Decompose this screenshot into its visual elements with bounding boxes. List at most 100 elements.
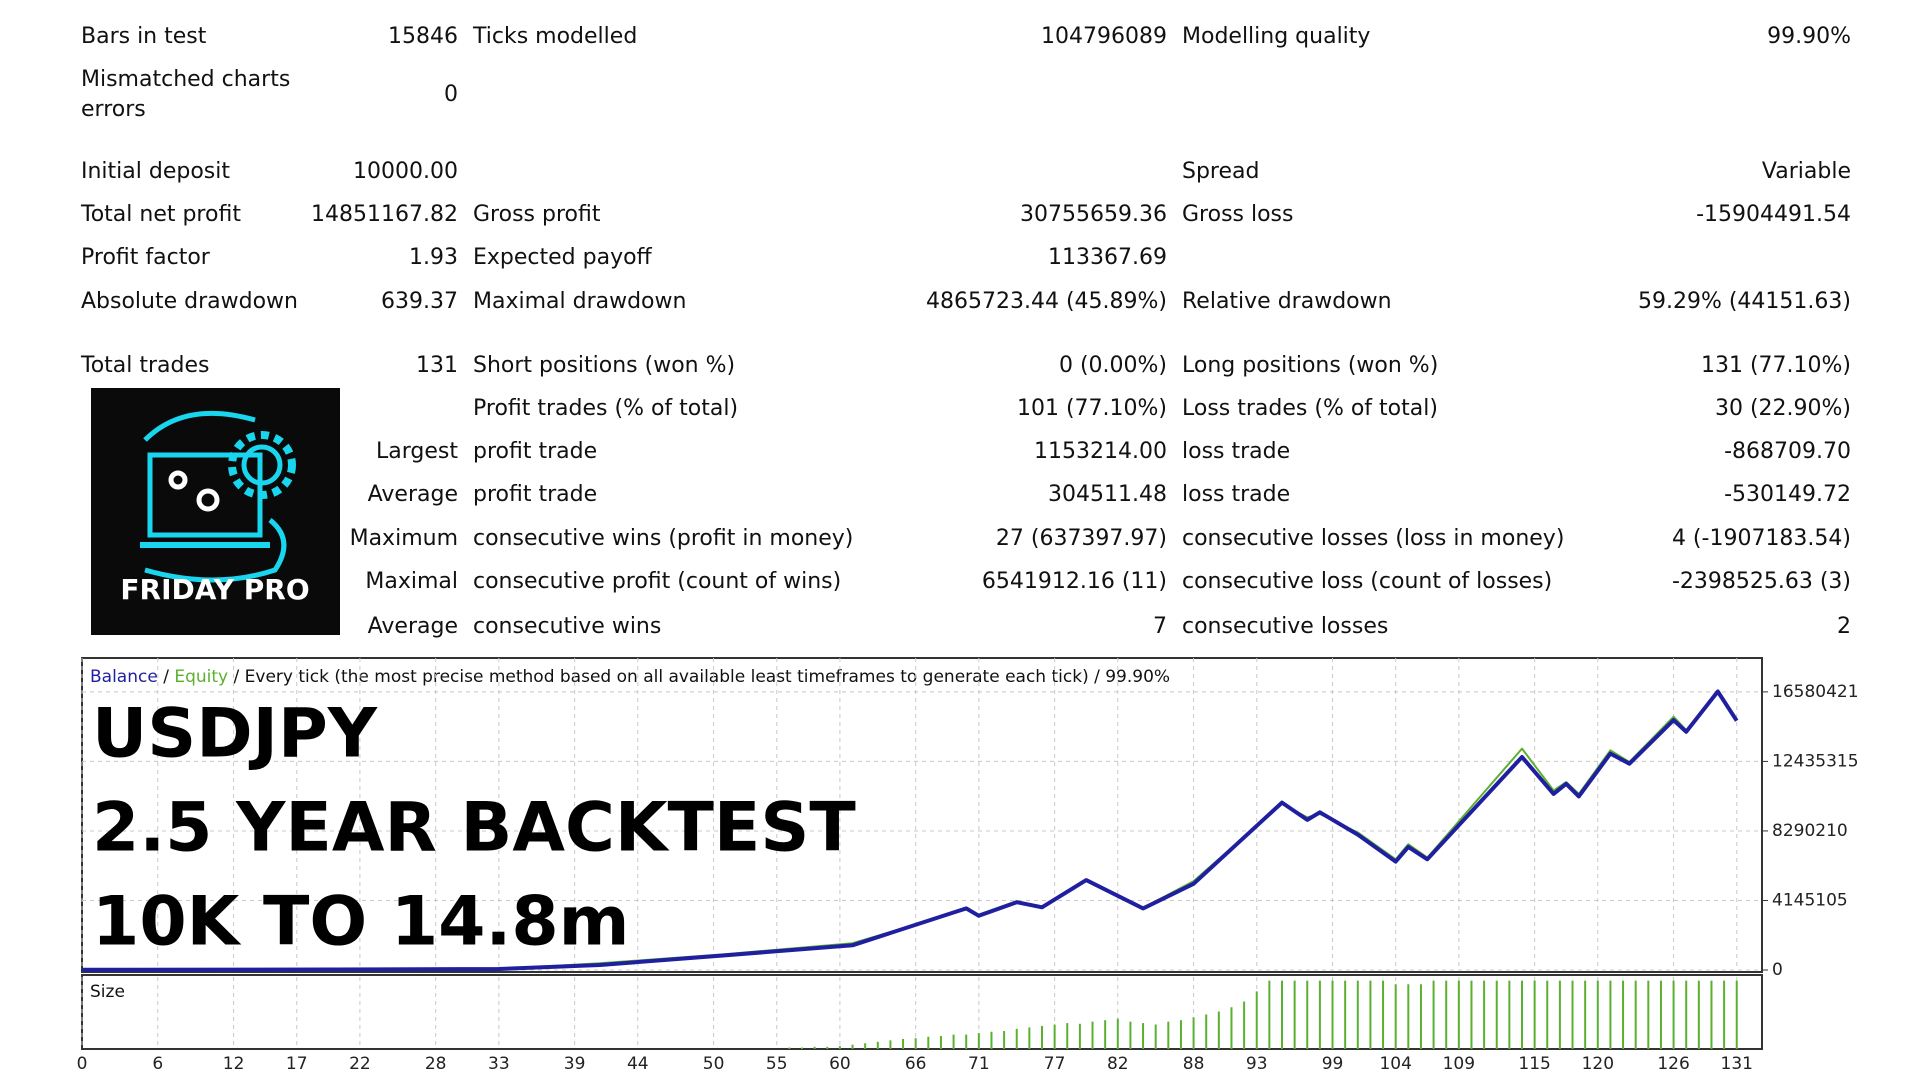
stat-value: -2398525.63 (3) [1672, 569, 1851, 594]
stat-value: 639.37 [381, 289, 458, 314]
x-tick-label: 60 [829, 1054, 851, 1074]
x-tick-label: 115 [1518, 1054, 1550, 1074]
y-tick-label: 0 [1772, 960, 1783, 980]
chart-legend: Balance / Equity / Every tick (the most … [90, 667, 1170, 687]
stat-value: 7 [1153, 614, 1167, 639]
stat-value: 30755659.36 [1020, 202, 1167, 227]
x-tick-label: 82 [1107, 1054, 1129, 1074]
stat-label: Short positions (won %) [473, 353, 735, 378]
stat-value: 15846 [388, 24, 458, 49]
legend-sep: / [163, 667, 169, 687]
chart-frame [81, 657, 1763, 973]
y-tick-label: 16580421 [1772, 682, 1859, 702]
x-tick-label: 55 [766, 1054, 788, 1074]
stat-prefix: Average [368, 482, 458, 507]
stat-prefix: Maximal [365, 569, 458, 594]
stat-label: Total net profit [80, 202, 241, 227]
x-tick-label: 17 [286, 1054, 308, 1074]
stat-label: Total trades [80, 353, 210, 378]
x-tick-label: 44 [627, 1054, 649, 1074]
size-label: Size [90, 982, 125, 1002]
stat-label: Gross profit [473, 202, 601, 227]
stat-label: profit trade [473, 439, 597, 464]
logo-text: FRIDAY PRO [120, 573, 309, 606]
stat-label: Profit factor [81, 245, 211, 270]
overlay-text: USDJPY [92, 695, 378, 774]
stat-value: -15904491.54 [1696, 202, 1851, 227]
stat-value: 99.90% [1767, 24, 1851, 49]
stat-label: Spread [1182, 159, 1259, 184]
stat-label: profit trade [473, 482, 597, 507]
stat-label: Initial deposit [81, 159, 230, 184]
overlay-text: 2.5 YEAR BACKTEST [92, 789, 856, 868]
x-tick-label: 126 [1657, 1054, 1689, 1074]
stat-value: 4 (-1907183.54) [1672, 526, 1851, 551]
x-tick-label: 71 [968, 1054, 990, 1074]
x-tick-label: 12 [223, 1054, 245, 1074]
stat-prefix: Average [368, 614, 458, 639]
legend-equity: Equity [174, 667, 228, 687]
x-tick-label: 66 [905, 1054, 927, 1074]
stat-value: 27 (637397.97) [996, 526, 1167, 551]
x-tick-label: 6 [152, 1054, 163, 1074]
stat-value: -868709.70 [1724, 439, 1851, 464]
x-tick-label: 120 [1582, 1054, 1614, 1074]
stat-label: Loss trades (% of total) [1182, 396, 1438, 421]
stat-label: Maximal drawdown [473, 289, 686, 314]
stat-label: consecutive losses [1182, 614, 1388, 639]
size-frame [81, 974, 1763, 1050]
stat-prefix: Largest [376, 439, 458, 464]
stat-label: loss trade [1182, 439, 1290, 464]
stat-value: 10000.00 [353, 159, 458, 184]
stat-label: consecutive wins (profit in money) [473, 526, 853, 551]
x-tick-label: 109 [1443, 1054, 1475, 1074]
stat-value: 104796089 [1041, 24, 1167, 49]
logo-icon [140, 410, 296, 583]
logo-box [91, 388, 340, 635]
stat-value: 113367.69 [1048, 245, 1167, 270]
x-tick-label: 22 [349, 1054, 371, 1074]
stat-label: Bars in test [81, 24, 207, 49]
x-tick-label: 88 [1183, 1054, 1205, 1074]
stat-value: 2 [1837, 614, 1851, 639]
x-tick-label: 93 [1246, 1054, 1268, 1074]
stat-value: 0 [444, 82, 458, 107]
stat-value: 304511.48 [1048, 482, 1167, 507]
stat-prefix: Maximum [350, 526, 458, 551]
stat-label: Long positions (won %) [1182, 353, 1438, 378]
stat-value: Variable [1762, 159, 1851, 184]
stat-label: Relative drawdown [1182, 289, 1392, 314]
stat-value: -530149.72 [1724, 482, 1851, 507]
stat-label: consecutive wins [473, 614, 661, 639]
stat-value: 4865723.44 (45.89%) [926, 289, 1167, 314]
legend-balance: Balance [90, 667, 158, 687]
stat-value: 1.93 [409, 245, 458, 270]
x-tick-label: 28 [425, 1054, 447, 1074]
stat-label: consecutive loss (count of losses) [1182, 569, 1552, 594]
x-tick-label: 50 [703, 1054, 725, 1074]
y-tick-label: 8290210 [1772, 821, 1848, 841]
stat-value: 14851167.82 [311, 202, 458, 227]
y-tick-label: 4145105 [1772, 890, 1848, 910]
stat-label: Expected payoff [473, 245, 653, 270]
stat-label: Ticks modelled [472, 24, 637, 49]
stat-label: Modelling quality [1182, 24, 1370, 49]
stat-value: 101 (77.10%) [1017, 396, 1167, 421]
x-tick-label: 131 [1721, 1054, 1753, 1074]
stat-value: 1153214.00 [1034, 439, 1167, 464]
x-tick-label: 77 [1044, 1054, 1066, 1074]
stat-label: consecutive profit (count of wins) [473, 569, 841, 594]
stat-label: Mismatched charts errors [81, 67, 290, 122]
x-tick-label: 39 [564, 1054, 586, 1074]
stat-label: Profit trades (% of total) [473, 396, 738, 421]
stat-value: 30 (22.90%) [1715, 396, 1851, 421]
y-tick-label: 12435315 [1772, 751, 1859, 771]
stat-value: 131 [416, 353, 458, 378]
balance-line [81, 689, 1739, 972]
x-tick-label: 0 [77, 1054, 88, 1074]
stat-label: consecutive losses (loss in money) [1182, 526, 1564, 551]
stat-value: 6541912.16 (11) [982, 569, 1167, 594]
x-tick-label: 33 [488, 1054, 510, 1074]
